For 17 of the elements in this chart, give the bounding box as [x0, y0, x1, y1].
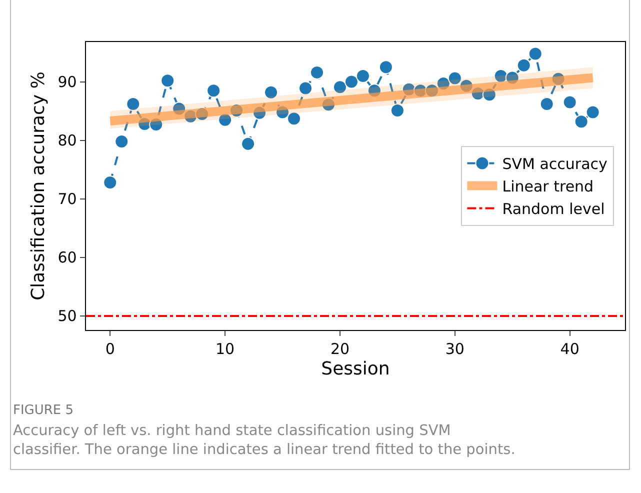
- y-tick-label: 90: [58, 73, 77, 92]
- legend-label: Random level: [502, 200, 605, 218]
- y-tick-label: 80: [58, 132, 77, 150]
- y-tick-label: 50: [58, 307, 77, 326]
- y-tick-label: 70: [58, 190, 77, 208]
- y-axis-title: Classification accuracy %: [28, 72, 49, 300]
- caption: FIGURE 5: [13, 403, 74, 418]
- x-tick-label: 40: [560, 340, 580, 358]
- x-axis-title: Session: [321, 358, 390, 380]
- x-tick-label: 20: [330, 340, 350, 358]
- x-tick-label: 0: [105, 340, 115, 358]
- legend-label: SVM accuracy: [502, 155, 608, 174]
- x-tick-label: 30: [445, 340, 464, 358]
- y-tick-label: 60: [58, 248, 77, 267]
- x-tick-label: 10: [216, 340, 235, 358]
- text: Accuracy of left vs. right hand state classification using SVM classifier. The orange line indicates a linear trend fitted to the points.: [13, 423, 516, 458]
- legend-label: Linear trend: [502, 178, 594, 196]
